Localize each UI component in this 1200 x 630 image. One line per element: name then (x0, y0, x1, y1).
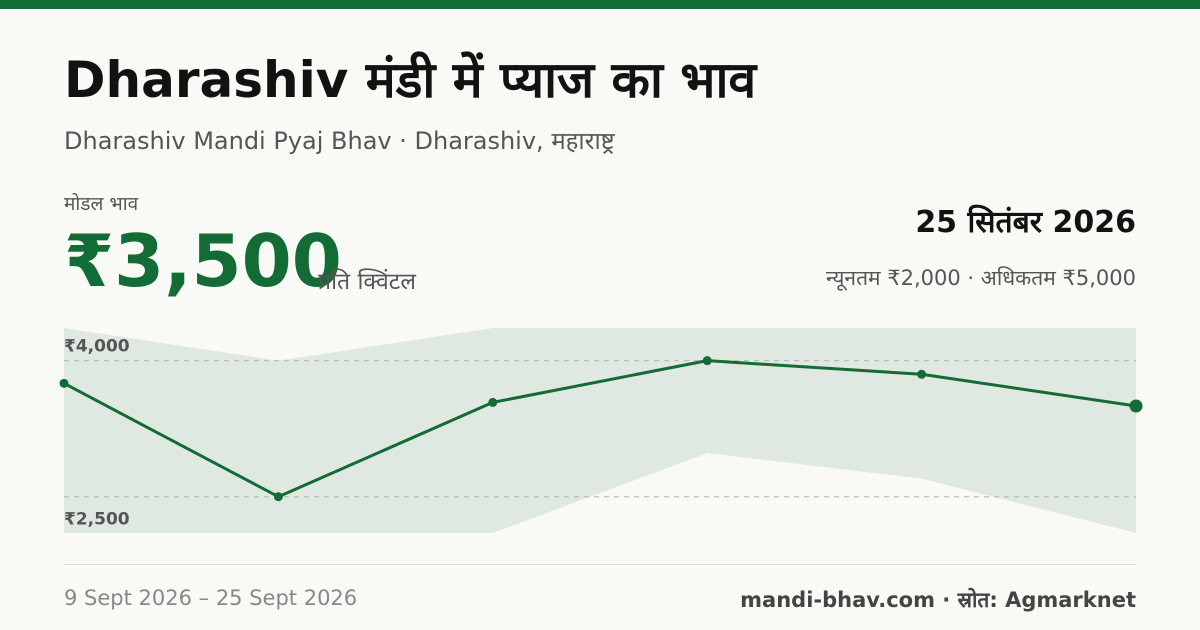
price-point (273, 492, 283, 502)
y-tick-label: ₹4,000 (64, 337, 130, 357)
min-max-range: न्यूनतम ₹2,000 · अधिकतम ₹5,000 (826, 266, 1136, 290)
price-point (488, 397, 498, 407)
min-max-band (64, 328, 1136, 533)
price-point (702, 356, 712, 366)
price-point (59, 378, 69, 388)
model-price-label: मोडल भाव (64, 193, 139, 215)
page-title: Dharashiv मंडी में प्याज का भाव (64, 51, 757, 109)
latest-price-point (1129, 399, 1143, 413)
y-tick-label: ₹2,500 (64, 510, 130, 530)
price-line (63, 359, 1137, 499)
footer-divider (64, 564, 1136, 565)
model-price-value: ₹3,500 (64, 219, 342, 303)
source-credit: mandi-bhav.com · स्रोत: Agmarknet (740, 588, 1136, 612)
price-unit: प्रति क्विंटल (318, 269, 416, 295)
page-subtitle: Dharashiv Mandi Pyaj Bhav · Dharashiv, म… (64, 127, 615, 155)
top-accent-bar (0, 0, 1200, 9)
price-date: 25 सितंबर 2026 (915, 205, 1136, 240)
date-range: 9 Sept 2026 – 25 Sept 2026 (64, 586, 358, 610)
price-point (917, 369, 927, 379)
